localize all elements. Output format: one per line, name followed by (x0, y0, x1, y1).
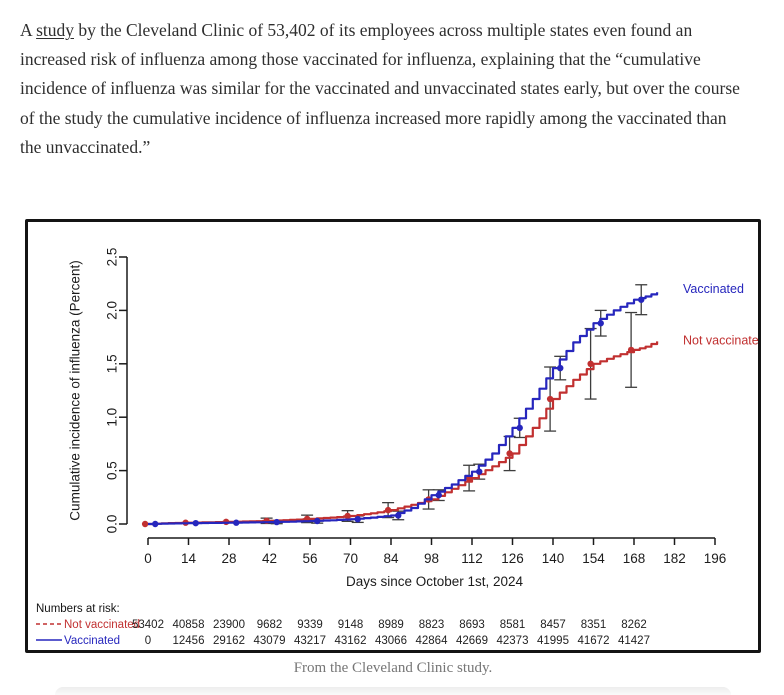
x-tick-label: 98 (424, 551, 439, 566)
at-risk-value: 8693 (459, 619, 485, 631)
x-axis: 0 14 28 42 56 70 84 98 112 126 140 154 168 182 196 Days… (144, 537, 727, 589)
at-risk-value: 43066 (375, 635, 407, 647)
x-tick-label: 56 (302, 551, 317, 566)
at-risk-value: 40858 (173, 619, 205, 631)
at-risk-value: 41672 (578, 635, 610, 647)
paragraph-text-end: by the Cleveland Clinic of 53,402 of its… (20, 20, 740, 157)
x-tick-label: 70 (343, 551, 358, 566)
at-risk-value: 43079 (254, 635, 286, 647)
study-link[interactable]: study (36, 20, 74, 40)
at-risk-value: 8823 (419, 619, 445, 631)
at-risk-row-label: Vaccinated (64, 635, 120, 647)
y-tick-label: 0.5 (105, 461, 120, 480)
y-tick-label: 1.5 (105, 354, 120, 373)
numbers-at-risk-header: Numbers at risk: (36, 603, 120, 615)
y-tick-label: 2.5 (105, 248, 120, 267)
x-tick-label: 28 (221, 551, 236, 566)
series-not-vaccinated-line (148, 341, 659, 526)
x-tick-label: 168 (623, 551, 646, 566)
series-vaccinated-markers (152, 296, 645, 528)
at-risk-value: 43162 (335, 635, 367, 647)
x-tick-label: 0 (144, 551, 152, 566)
x-tick-label: 126 (501, 551, 524, 566)
at-risk-value: 42373 (497, 635, 529, 647)
legend-vaccinated-label: Vaccinated (683, 282, 744, 296)
paragraph-text-start: A (20, 20, 37, 40)
x-tick-label: 140 (542, 551, 565, 566)
at-risk-value: 42864 (416, 635, 449, 647)
x-tick-label: 42 (262, 551, 277, 566)
at-risk-value: 29162 (213, 635, 245, 647)
y-tick-label: 2.0 (105, 301, 120, 320)
at-risk-value: 8989 (378, 619, 404, 631)
legend-not-vaccinated-label: Not vaccinated (683, 333, 758, 347)
x-tick-label: 154 (582, 551, 605, 566)
series-vaccinated-line (148, 292, 659, 526)
at-risk-value: 9682 (257, 619, 283, 631)
at-risk-value: 8457 (540, 619, 566, 631)
at-risk-value: 0 (145, 635, 151, 647)
at-risk-value: 9148 (338, 619, 364, 631)
x-tick-label: 182 (663, 551, 686, 566)
at-risk-value: 23900 (213, 619, 245, 631)
y-tick-label: 1.0 (105, 408, 120, 427)
y-axis-title: Cumulative incidence of influenza (Perce… (68, 260, 83, 520)
at-risk-value: 42669 (456, 635, 488, 647)
at-risk-value: 43217 (294, 635, 326, 647)
figure-caption: From the Cleveland Clinic study. (293, 660, 493, 676)
at-risk-row-label: Not vaccinated (64, 619, 140, 631)
at-risk-value: 41427 (618, 635, 650, 647)
next-content-block-edge (55, 687, 731, 695)
study-chart-figure[interactable]: 0 14 28 42 56 70 84 98 112 126 140 154 168 182 196 Days… (25, 219, 761, 653)
at-risk-value: 53402 (132, 619, 164, 631)
y-axis: 0.0 0.5 1.0 1.5 2.0 2.5 Cumulative incidence o… (68, 248, 128, 534)
article-paragraph: A study by the Cleveland Clinic of 53,40… (20, 16, 742, 162)
cumulative-incidence-chart: 0 14 28 42 56 70 84 98 112 126 140 154 168 182 196 Days… (36, 248, 758, 647)
x-tick-label: 112 (461, 551, 483, 566)
x-tick-label: 14 (181, 551, 197, 566)
at-risk-value: 8581 (500, 619, 526, 631)
y-tick-label: 0.0 (105, 515, 120, 534)
at-risk-value: 9339 (297, 619, 323, 631)
at-risk-value: 12456 (173, 635, 205, 647)
x-tick-label: 196 (704, 551, 727, 566)
at-risk-value: 41995 (537, 635, 569, 647)
at-risk-value: 8351 (581, 619, 607, 631)
at-risk-value: 8262 (621, 619, 647, 631)
x-tick-label: 84 (383, 551, 399, 566)
x-axis-title: Days since October 1st, 2024 (346, 574, 524, 589)
